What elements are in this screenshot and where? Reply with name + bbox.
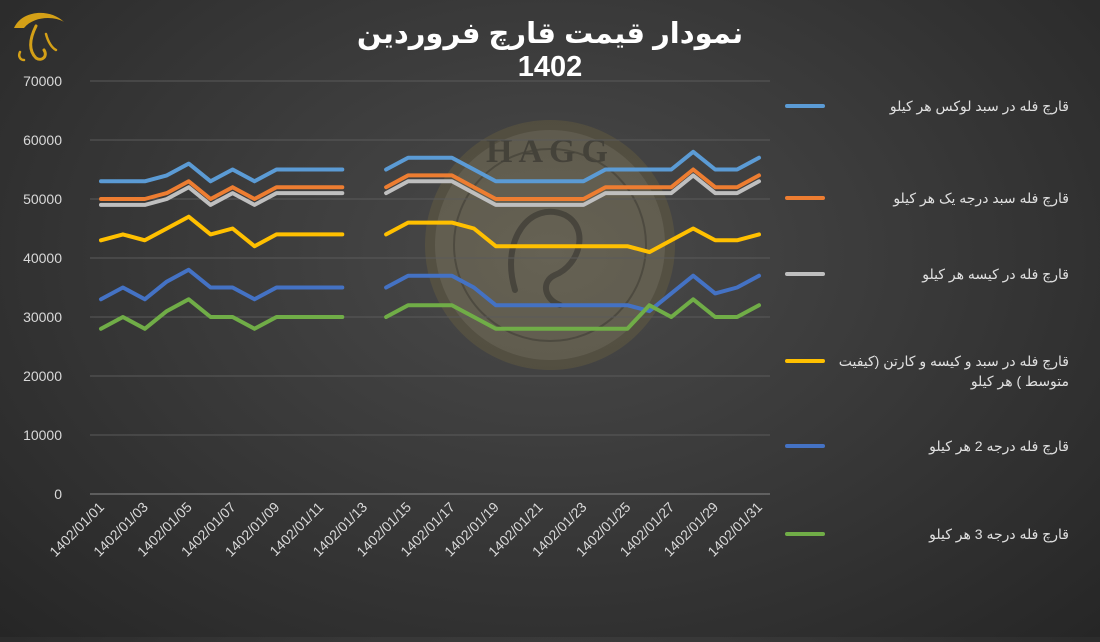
chart-title: نمودار قیمت قارچ فروردین 1402 [356,18,744,83]
y-tick-label: 50000 [23,191,62,207]
legend-item: قارچ فله درجه 2 هر کیلو [785,436,1085,484]
y-tick-label: 40000 [23,250,62,266]
legend-swatch [785,532,825,536]
legend-label: قارچ فله سبد درجه یک هر کیلو [893,190,1069,206]
series-line [99,149,761,184]
legend-swatch [785,196,825,200]
series-5 [99,267,761,314]
series-6 [99,297,761,331]
legend-label: قارچ فله درجه 2 هر کیلو [929,438,1069,454]
y-tick-label: 60000 [23,132,62,148]
legend-item: قارچ فله در سبد و کیسه و کارتن (کیفیت مت… [785,351,1085,399]
legend-item: قارچ فله در کیسه هر کیلو [785,264,1085,312]
series-line [99,167,761,201]
mushroom-logo-icon [14,12,64,62]
y-tick-label: 70000 [23,73,62,89]
watermark-text: HAGG [486,133,614,170]
y-axis-ticks: 0 10000 20000 30000 40000 50000 60000 70000 [23,73,62,502]
y-tick-label: 0 [54,486,62,502]
legend-swatch [785,272,825,276]
legend-swatch [785,359,825,363]
legend-item: قارچ فله درجه 3 هر کیلو [785,524,1085,572]
legend-swatch [785,104,825,108]
series-1 [99,149,761,184]
series-line [99,173,761,207]
series-line [99,297,761,331]
y-tick-label: 10000 [23,427,62,443]
series-3 [99,173,761,207]
y-tick-label: 30000 [23,309,62,325]
series-4 [99,214,761,255]
legend-label: قارچ فله در سبد و کیسه و کارتن (کیفیت مت… [838,353,1069,389]
legend-item: قارچ فله در سبد لوکس هر کیلو [785,96,1085,144]
series-line [99,267,761,314]
legend-label: قارچ فله در سبد لوکس هر کیلو [889,98,1069,114]
series-line [99,214,761,255]
series-lines [99,149,761,331]
legend-label: قارچ فله در کیسه هر کیلو [922,266,1069,282]
legend-item: قارچ فله سبد درجه یک هر کیلو [785,188,1085,236]
series-2 [99,167,761,201]
legend-label: قارچ فله درجه 3 هر کیلو [929,526,1069,542]
y-tick-label: 20000 [23,368,62,384]
legend-swatch [785,444,825,448]
gridlines [90,80,770,495]
x-axis-ticks: 1402/01/011402/01/031402/01/051402/01/07… [46,499,765,560]
